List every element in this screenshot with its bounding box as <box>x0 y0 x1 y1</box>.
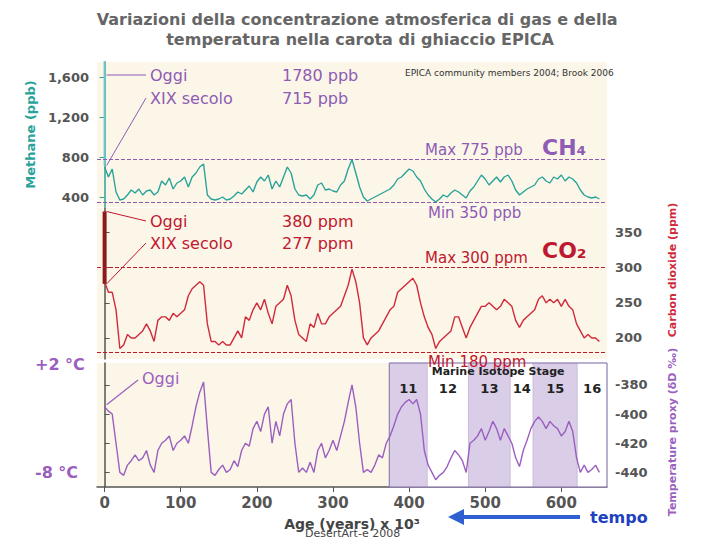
svg-text:Oggi: Oggi <box>150 212 187 231</box>
svg-text:14: 14 <box>513 381 531 396</box>
svg-text:715 ppb: 715 ppb <box>282 89 348 108</box>
svg-text:1,600: 1,600 <box>48 70 89 85</box>
svg-text:CH₄: CH₄ <box>542 135 586 160</box>
svg-text:Temperature proxy (δD ‰): Temperature proxy (δD ‰) <box>666 348 679 516</box>
svg-text:277 ppm: 277 ppm <box>282 234 354 253</box>
svg-text:tempo: tempo <box>590 508 648 527</box>
svg-text:400: 400 <box>393 494 424 512</box>
svg-text:16: 16 <box>583 381 601 396</box>
svg-text:12: 12 <box>439 381 457 396</box>
svg-text:200: 200 <box>241 494 272 512</box>
svg-text:0: 0 <box>99 494 109 512</box>
svg-text:-8 °C: -8 °C <box>35 463 78 482</box>
svg-text:XIX secolo: XIX secolo <box>150 234 233 253</box>
svg-text:300: 300 <box>615 260 642 275</box>
svg-text:DesertArt-e 2008: DesertArt-e 2008 <box>305 527 400 540</box>
svg-text:-420: -420 <box>615 436 648 451</box>
svg-text:800: 800 <box>62 150 89 165</box>
svg-text:13: 13 <box>480 381 498 396</box>
svg-text:600: 600 <box>546 494 577 512</box>
svg-text:XIX secolo: XIX secolo <box>150 89 233 108</box>
svg-text:Oggi: Oggi <box>150 66 187 85</box>
svg-text:Max 300 ppm: Max 300 ppm <box>425 249 528 267</box>
svg-text:300: 300 <box>317 494 348 512</box>
svg-text:EPICA community members 2004;: EPICA community members 2004; Brook 2006 <box>405 68 614 78</box>
svg-text:Carbon dioxide (ppm): Carbon dioxide (ppm) <box>666 203 679 338</box>
svg-text:400: 400 <box>62 190 89 205</box>
svg-text:Age (years) x 10³: Age (years) x 10³ <box>284 516 420 532</box>
svg-text:350: 350 <box>615 225 642 240</box>
svg-text:Max 775 ppb: Max 775 ppb <box>425 141 523 159</box>
svg-text:500: 500 <box>470 494 501 512</box>
svg-text:Min 350 ppb: Min 350 ppb <box>428 204 521 222</box>
svg-text:Variazioni della concentrazion: Variazioni della concentrazione atmosfer… <box>97 10 623 29</box>
svg-text:temperatura nella carota di gh: temperatura nella carota di ghiaccio EPI… <box>166 30 554 49</box>
svg-text:1780 ppb: 1780 ppb <box>282 66 358 85</box>
svg-text:Min 180 ppm: Min 180 ppm <box>428 353 527 372</box>
svg-text:-400: -400 <box>615 407 648 422</box>
svg-text:+2 °C: +2 °C <box>35 355 85 374</box>
svg-text:-380: -380 <box>615 377 648 392</box>
svg-text:380 ppm: 380 ppm <box>282 212 354 231</box>
svg-text:-440: -440 <box>615 465 648 480</box>
svg-text:Oggi: Oggi <box>142 369 179 388</box>
svg-text:11: 11 <box>399 381 417 396</box>
svg-text:Marine Isotope Stage: Marine Isotope Stage <box>432 365 565 378</box>
svg-text:15: 15 <box>546 381 564 396</box>
svg-text:1,200: 1,200 <box>48 110 89 125</box>
svg-text:Methane (ppb): Methane (ppb) <box>23 80 38 188</box>
svg-text:100: 100 <box>165 494 196 512</box>
svg-text:250: 250 <box>615 295 642 310</box>
svg-text:200: 200 <box>615 330 642 345</box>
svg-text:CO₂: CO₂ <box>542 238 586 263</box>
